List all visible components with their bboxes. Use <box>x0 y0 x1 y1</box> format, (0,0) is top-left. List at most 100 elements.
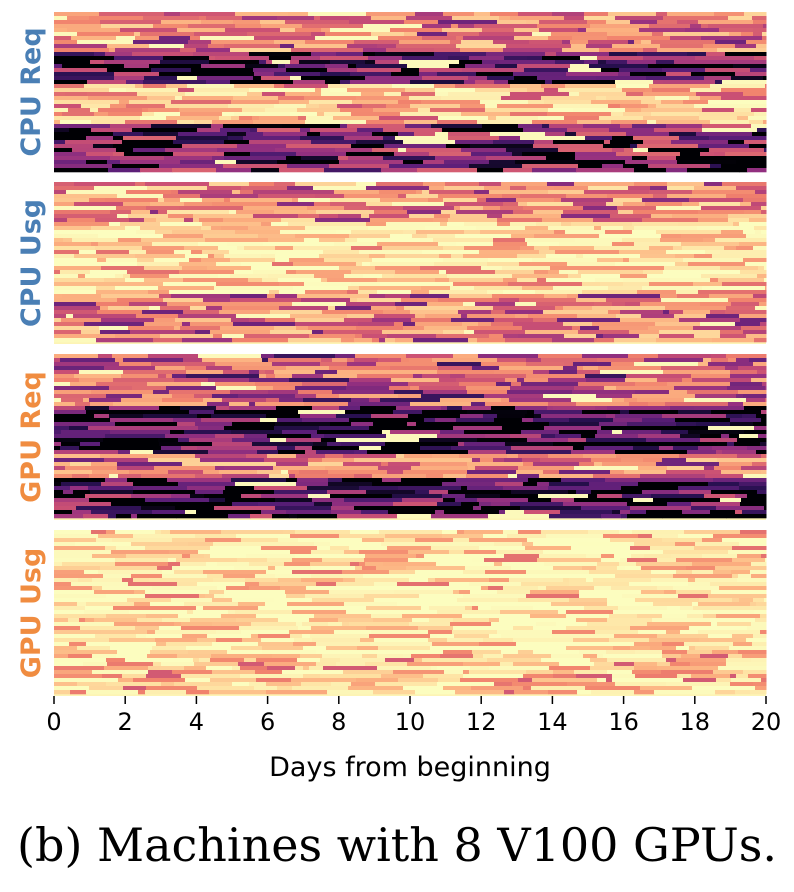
heatmap-cell <box>231 646 263 651</box>
heatmap-cell <box>98 354 113 359</box>
heatmap-cell <box>618 72 631 77</box>
heatmap-cell <box>527 242 560 247</box>
heatmap-cell <box>96 338 154 343</box>
heatmap-cell <box>321 358 333 363</box>
heatmap-cell <box>573 108 626 113</box>
heatmap-cell <box>746 534 767 539</box>
heatmap-cell <box>616 386 675 391</box>
heatmap-cell <box>510 434 542 439</box>
heatmap-cell <box>581 506 631 511</box>
heatmap-cell <box>525 414 535 419</box>
heatmap-cell <box>279 290 306 295</box>
heatmap-cell <box>578 160 626 165</box>
heatmap-cell <box>468 338 478 343</box>
heatmap-cell <box>261 542 315 547</box>
heatmap-cell <box>266 690 328 695</box>
heatmap-cell <box>302 622 329 627</box>
heatmap-cell <box>573 362 612 367</box>
heatmap-cell <box>396 306 405 311</box>
heatmap-cell <box>563 306 593 311</box>
heatmap-cell <box>607 194 654 199</box>
heatmap-cell <box>107 68 130 73</box>
heatmap-cell <box>210 658 245 663</box>
heatmap-cell <box>613 418 643 423</box>
heatmap-cell <box>688 430 745 435</box>
heatmap-cell <box>90 490 134 495</box>
heatmap-cell <box>419 72 438 77</box>
heatmap-cell <box>104 60 161 65</box>
heatmap-cell <box>60 446 80 451</box>
heatmap-cell <box>356 182 377 187</box>
heatmap-cell <box>477 198 487 203</box>
heatmap-cell <box>620 104 641 109</box>
heatmap-cell <box>165 434 216 439</box>
x-tick-label: 20 <box>751 708 782 736</box>
heatmap-cell <box>294 266 340 271</box>
heatmap-cell <box>479 250 540 255</box>
heatmap-cell <box>537 76 597 81</box>
heatmap-cell <box>348 64 357 69</box>
heatmap-cell <box>217 562 250 567</box>
heatmap-cell <box>326 646 358 651</box>
x-axis-label: Days from beginning <box>269 752 551 783</box>
heatmap-cell <box>508 80 546 85</box>
heatmap-cell <box>215 434 245 439</box>
heatmap-cell <box>254 486 308 491</box>
heatmap-cell <box>657 634 709 639</box>
heatmap-cell <box>109 222 121 227</box>
heatmap-cell <box>566 626 631 631</box>
heatmap-cell <box>215 56 251 61</box>
heatmap-cell <box>230 390 269 395</box>
heatmap-cell <box>69 426 89 431</box>
heatmap-cell <box>369 206 404 211</box>
heatmap-cell <box>286 438 322 443</box>
heatmap-cell <box>234 270 254 275</box>
heatmap-cell <box>516 470 544 475</box>
heatmap-cell <box>379 338 386 343</box>
heatmap-cell <box>314 542 331 547</box>
heatmap-cell <box>755 686 767 691</box>
heatmap-cell <box>54 506 77 511</box>
heatmap-cell <box>278 278 322 283</box>
heatmap-cell <box>122 674 147 679</box>
heatmap-cell <box>407 210 417 215</box>
heatmap-cell <box>468 450 507 455</box>
heatmap-cell <box>54 578 79 583</box>
heatmap-cell <box>261 546 318 551</box>
heatmap-cell <box>172 230 236 235</box>
heatmap-cell <box>195 422 233 427</box>
heatmap-cell <box>649 246 674 251</box>
heatmap-cell <box>662 514 727 519</box>
heatmap-cell <box>456 44 507 49</box>
heatmap-cell <box>357 646 379 651</box>
heatmap-cell <box>533 418 570 423</box>
heatmap-cell <box>482 124 519 129</box>
heatmap-cell <box>323 250 360 255</box>
heatmap-cell <box>517 254 547 259</box>
heatmap-cell <box>470 144 534 149</box>
heatmap-cell <box>492 294 545 299</box>
heatmap-cell <box>381 462 389 467</box>
heatmap-cell <box>435 278 450 283</box>
heatmap-cell <box>616 314 642 319</box>
heatmap-cell <box>677 294 710 299</box>
heatmap-cell <box>662 614 688 619</box>
heatmap-cell <box>415 12 444 17</box>
heatmap-cell <box>523 686 532 691</box>
heatmap-cell <box>54 542 76 547</box>
heatmap-cell <box>513 662 560 667</box>
heatmap-cell <box>727 642 734 647</box>
heatmap-cell <box>99 12 165 17</box>
heatmap-cell <box>421 100 481 105</box>
heatmap-cell <box>160 222 203 227</box>
heatmap-cell <box>275 254 320 259</box>
heatmap-cell <box>361 214 370 219</box>
heatmap-cell <box>309 100 353 105</box>
heatmap-cell <box>69 642 87 647</box>
heatmap-cell <box>739 434 759 439</box>
heatmap-cell <box>367 450 425 455</box>
heatmap-cell <box>440 398 502 403</box>
heatmap-cell <box>690 88 722 93</box>
heatmap-cell <box>687 450 717 455</box>
heatmap-cell <box>313 186 367 191</box>
